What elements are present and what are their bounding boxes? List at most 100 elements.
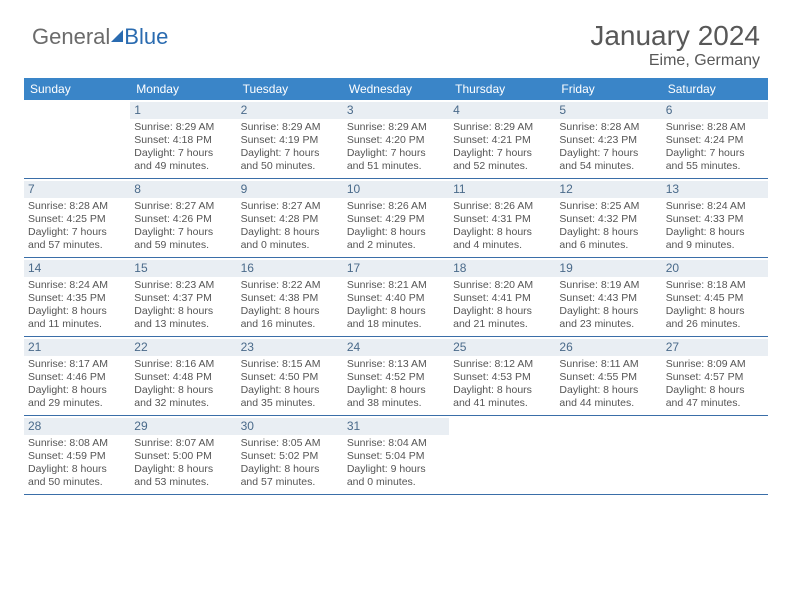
logo-triangle-icon [111,30,123,42]
sunset-line: Sunset: 5:00 PM [134,450,232,463]
sunset-line: Sunset: 4:52 PM [347,371,445,384]
day-cell: 4Sunrise: 8:29 AMSunset: 4:21 PMDaylight… [449,100,555,178]
day-number: 9 [237,181,343,198]
sunset-line: Sunset: 5:02 PM [241,450,339,463]
sunrise-line: Sunrise: 8:24 AM [28,279,126,292]
day-cell: 1Sunrise: 8:29 AMSunset: 4:18 PMDaylight… [130,100,236,178]
sunset-line: Sunset: 4:45 PM [666,292,764,305]
sunrise-line: Sunrise: 8:28 AM [559,121,657,134]
day-cell: 25 Sunrise: 8:12 AMSunset: 4:53 PMDayligh… [449,337,555,415]
sunset-line: Sunset: 4:28 PM [241,213,339,226]
day-number: 3 [343,102,449,119]
day-number: 29 [130,418,236,435]
day-cell: 24Sunrise: 8:13 AMSunset: 4:52 PMDayligh… [343,337,449,415]
daylight-line: Daylight: 9 hours and 0 minutes. [347,463,445,489]
sunrise-line: Sunrise: 8:11 AM [559,358,657,371]
sunrise-line: Sunrise: 8:05 AM [241,437,339,450]
sunrise-line: Sunrise: 8:20 AM [453,279,551,292]
day-cell: 17Sunrise: 8:21 AMSunset: 4:40 PMDayligh… [343,258,449,336]
daylight-line: Daylight: 8 hours and 41 minutes. [453,384,551,410]
sunset-line: Sunset: 4:55 PM [559,371,657,384]
sunset-line: Sunset: 4:24 PM [666,134,764,147]
daylight-line: Daylight: 8 hours and 29 minutes. [28,384,126,410]
daylight-line: Daylight: 8 hours and 0 minutes. [241,226,339,252]
sunrise-line: Sunrise: 8:21 AM [347,279,445,292]
header: General Blue January 2024 Eime, Germany [0,0,792,78]
sunset-line: Sunset: 4:25 PM [28,213,126,226]
sunrise-line: Sunrise: 8:25 AM [559,200,657,213]
daylight-line: Daylight: 7 hours and 55 minutes. [666,147,764,173]
daylight-line: Daylight: 8 hours and 23 minutes. [559,305,657,331]
day-cell: 2Sunrise: 8:29 AMSunset: 4:19 PMDaylight… [237,100,343,178]
daylight-line: Daylight: 8 hours and 44 minutes. [559,384,657,410]
daylight-line: Daylight: 8 hours and 32 minutes. [134,384,232,410]
daylight-line: Daylight: 8 hours and 16 minutes. [241,305,339,331]
day-number: 1 [130,102,236,119]
sunrise-line: Sunrise: 8:26 AM [453,200,551,213]
daylight-line: Daylight: 8 hours and 2 minutes. [347,226,445,252]
sunrise-line: Sunrise: 8:24 AM [666,200,764,213]
week-row: 1Sunrise: 8:29 AMSunset: 4:18 PMDaylight… [24,100,768,179]
day-cell: 14Sunrise: 8:24 AMSunset: 4:35 PMDayligh… [24,258,130,336]
day-cell: 8Sunrise: 8:27 AMSunset: 4:26 PMDaylight… [130,179,236,257]
sunrise-line: Sunrise: 8:16 AM [134,358,232,371]
day-number: 25 [449,339,555,356]
daylight-line: Daylight: 8 hours and 9 minutes. [666,226,764,252]
sunset-line: Sunset: 4:53 PM [453,371,551,384]
day-cell: 29Sunrise: 8:07 AMSunset: 5:00 PMDayligh… [130,416,236,494]
day-cell: 18Sunrise: 8:20 AMSunset: 4:41 PMDayligh… [449,258,555,336]
day-cell: 6 Sunrise: 8:28 AMSunset: 4:24 PMDaylight… [662,100,768,178]
day-cell: 19Sunrise: 8:19 AMSunset: 4:43 PMDayligh… [555,258,661,336]
week-row: 21Sunrise: 8:17 AMSunset: 4:46 PMDayligh… [24,337,768,416]
brand-logo: General Blue [32,24,168,50]
day-of-week-header: SundayMondayTuesdayWednesdayThursdayFrid… [24,78,768,100]
sunrise-line: Sunrise: 8:28 AM [666,121,764,134]
sunrise-line: Sunrise: 8:22 AM [241,279,339,292]
day-number: 21 [24,339,130,356]
sunset-line: Sunset: 4:40 PM [347,292,445,305]
daylight-line: Daylight: 8 hours and 35 minutes. [241,384,339,410]
sunset-line: Sunset: 4:21 PM [453,134,551,147]
day-cell: 9Sunrise: 8:27 AMSunset: 4:28 PMDaylight… [237,179,343,257]
day-number: 5 [555,102,661,119]
daylight-line: Daylight: 7 hours and 59 minutes. [134,226,232,252]
week-row: 14Sunrise: 8:24 AMSunset: 4:35 PMDayligh… [24,258,768,337]
dow-cell: Sunday [24,78,130,100]
day-number: 26 [555,339,661,356]
sunrise-line: Sunrise: 8:09 AM [666,358,764,371]
sunrise-line: Sunrise: 8:07 AM [134,437,232,450]
day-number: 30 [237,418,343,435]
daylight-line: Daylight: 8 hours and 57 minutes. [241,463,339,489]
day-number: 4 [449,102,555,119]
day-cell: 3Sunrise: 8:29 AMSunset: 4:20 PMDaylight… [343,100,449,178]
dow-cell: Thursday [449,78,555,100]
sunrise-line: Sunrise: 8:23 AM [134,279,232,292]
sunrise-line: Sunrise: 8:27 AM [134,200,232,213]
day-number: 20 [662,260,768,277]
day-cell [24,100,130,178]
daylight-line: Daylight: 8 hours and 4 minutes. [453,226,551,252]
sunrise-line: Sunrise: 8:28 AM [28,200,126,213]
day-cell: 22Sunrise: 8:16 AMSunset: 4:48 PMDayligh… [130,337,236,415]
sunrise-line: Sunrise: 8:12 AM [453,358,551,371]
daylight-line: Daylight: 8 hours and 13 minutes. [134,305,232,331]
day-cell: 16Sunrise: 8:22 AMSunset: 4:38 PMDayligh… [237,258,343,336]
day-cell [449,416,555,494]
daylight-line: Daylight: 7 hours and 50 minutes. [241,147,339,173]
day-number: 10 [343,181,449,198]
week-row: 28Sunrise: 8:08 AMSunset: 4:59 PMDayligh… [24,416,768,495]
sunset-line: Sunset: 4:32 PM [559,213,657,226]
day-cell: 26 Sunrise: 8:11 AMSunset: 4:55 PMDayligh… [555,337,661,415]
sunset-line: Sunset: 4:46 PM [28,371,126,384]
dow-cell: Tuesday [237,78,343,100]
day-number: 24 [343,339,449,356]
day-number: 22 [130,339,236,356]
sunset-line: Sunset: 4:23 PM [559,134,657,147]
daylight-line: Daylight: 8 hours and 11 minutes. [28,305,126,331]
day-number: 19 [555,260,661,277]
day-cell: 7Sunrise: 8:28 AMSunset: 4:25 PMDaylight… [24,179,130,257]
day-number: 6 [662,102,768,119]
dow-cell: Monday [130,78,236,100]
day-cell: 31Sunrise: 8:04 AMSunset: 5:04 PMDayligh… [343,416,449,494]
sunset-line: Sunset: 4:20 PM [347,134,445,147]
